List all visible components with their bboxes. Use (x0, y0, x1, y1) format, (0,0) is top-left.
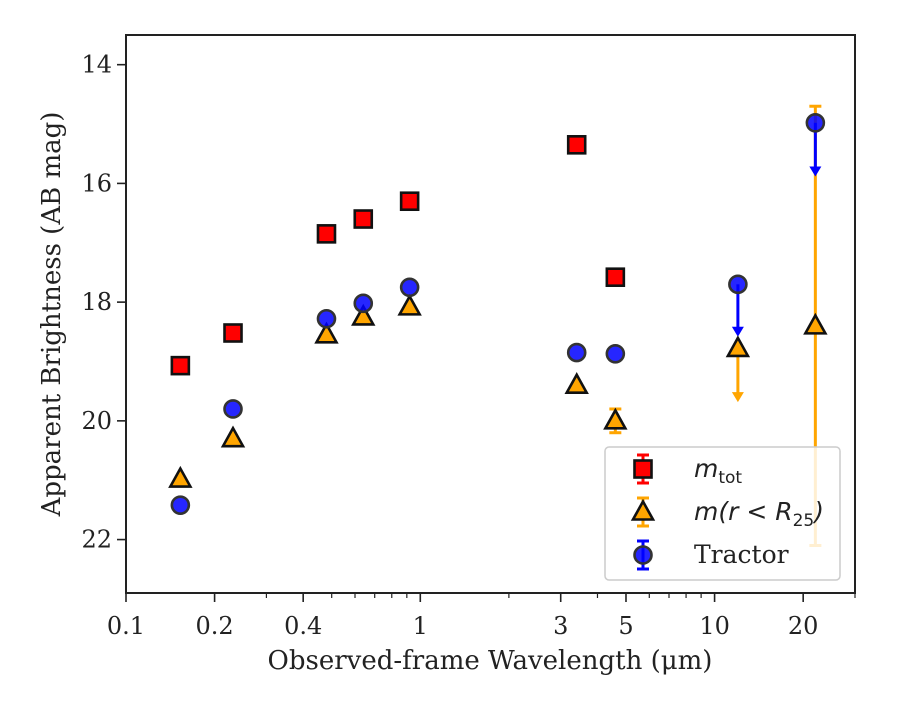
upper-limit-arrow-head (731, 326, 744, 337)
data-point-triangle (725, 335, 751, 358)
series-2-points (170, 113, 826, 515)
data-point-circle (605, 343, 626, 364)
data-point-circle (566, 342, 587, 363)
data-point-triangle (168, 465, 193, 488)
axes: 0.1 0.2 0.4 1 3 5 10 20 14 16 18 20 22 (81, 51, 856, 640)
upper-limit-arrow-head (809, 166, 822, 177)
chart-marks (168, 104, 828, 548)
series-1-points (168, 293, 828, 488)
plot-frame (125, 34, 856, 594)
data-point-square (399, 191, 420, 212)
y-tick-label: 14 (81, 51, 112, 79)
x-tick-label: 1 (413, 612, 428, 640)
y-axis-title: Apparent Brightness (AB mag) (37, 112, 67, 518)
data-point-triangle (314, 321, 339, 344)
data-point-circle (170, 495, 191, 515)
x-tick-label: 10 (699, 612, 730, 640)
x-tick-label: 0.1 (107, 612, 145, 640)
legend-label: Tractor (694, 540, 789, 569)
data-point-circle (223, 399, 243, 419)
data-point-triangle (397, 293, 422, 316)
x-tick-label: 0.4 (284, 612, 322, 640)
data-point-square (316, 224, 337, 244)
data-point-square (353, 209, 374, 229)
data-point-square (223, 323, 243, 343)
data-point-triangle (803, 312, 828, 335)
data-point-square (170, 355, 191, 376)
y-tick-label: 22 (81, 526, 112, 554)
data-point-triangle (220, 425, 246, 448)
data-point-triangle (351, 303, 376, 326)
y-tick-label: 18 (81, 288, 112, 316)
data-point-circle (728, 274, 748, 295)
legend-label: m(r < R25) (694, 497, 824, 531)
data-point-circle (399, 277, 420, 298)
data-point-circle (316, 308, 337, 329)
legend-box (604, 446, 841, 581)
x-tick-label: 3 (553, 612, 568, 640)
y-tick-label: 20 (81, 407, 112, 435)
series-0-points (170, 135, 626, 376)
data-point-triangle (564, 372, 589, 395)
legend-marker-circle (633, 545, 653, 565)
legend-label: mtot (694, 454, 742, 488)
legend-marker-triangle (630, 498, 656, 521)
x-axis-title: Observed-frame Wavelength (μm) (268, 646, 713, 676)
data-point-circle (353, 293, 374, 314)
x-tick-label: 5 (618, 612, 633, 640)
y-tick-label: 16 (81, 169, 112, 197)
data-point-circle (805, 113, 826, 133)
data-point-square (566, 135, 587, 155)
legend: mtot m(r < R25) Tractor (604, 446, 841, 581)
x-tick-label: 20 (788, 612, 819, 640)
x-tick-label: 0.2 (196, 612, 234, 640)
data-point-triangle (603, 407, 628, 430)
upper-limit-arrow-head (731, 392, 744, 403)
legend-marker-square (633, 459, 653, 479)
data-point-square (605, 267, 626, 287)
series-2 (731, 122, 822, 337)
